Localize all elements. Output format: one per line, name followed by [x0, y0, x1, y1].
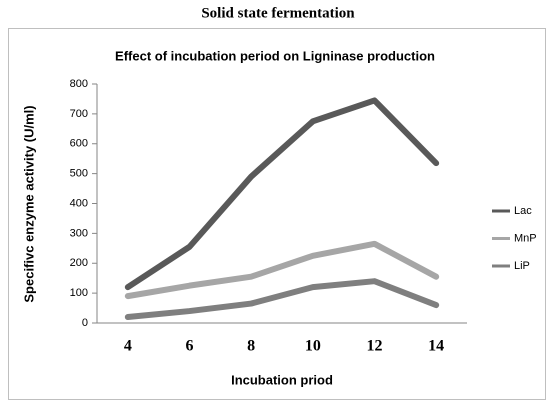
y-tick-label: 600 — [70, 138, 88, 150]
y-tick-label: 0 — [82, 317, 88, 329]
x-tick-label: 14 — [428, 338, 444, 355]
x-tick-label: 10 — [305, 338, 321, 355]
x-tick-label: 12 — [367, 338, 383, 355]
x-tick-label: 4 — [124, 338, 132, 355]
y-tick-label: 200 — [70, 257, 88, 269]
chart-subtitle: Effect of incubation period on Ligninase… — [115, 48, 435, 63]
data-line — [124, 278, 440, 321]
data-line — [124, 240, 440, 300]
legend-label: MnP — [514, 232, 537, 244]
legend-label: Lac — [514, 205, 532, 217]
x-tick-label: 6 — [186, 338, 194, 355]
y-tick-label: 700 — [70, 108, 88, 120]
y-tick-label: 100 — [70, 287, 88, 299]
y-tick-label: 500 — [70, 168, 88, 180]
y-tick-label: 800 — [70, 78, 88, 90]
chart-title: Solid state fermentation — [201, 5, 355, 21]
chart-frame — [8, 28, 546, 400]
y-axis-label: Specifivc enzyme activity (U/ml) — [21, 105, 36, 302]
data-line — [124, 97, 440, 291]
legend-label: LiP — [514, 260, 530, 272]
y-tick-label: 300 — [70, 227, 88, 239]
y-tick-label: 400 — [70, 197, 88, 209]
x-tick-label: 8 — [247, 338, 255, 355]
x-axis-label: Incubation priod — [231, 372, 333, 387]
